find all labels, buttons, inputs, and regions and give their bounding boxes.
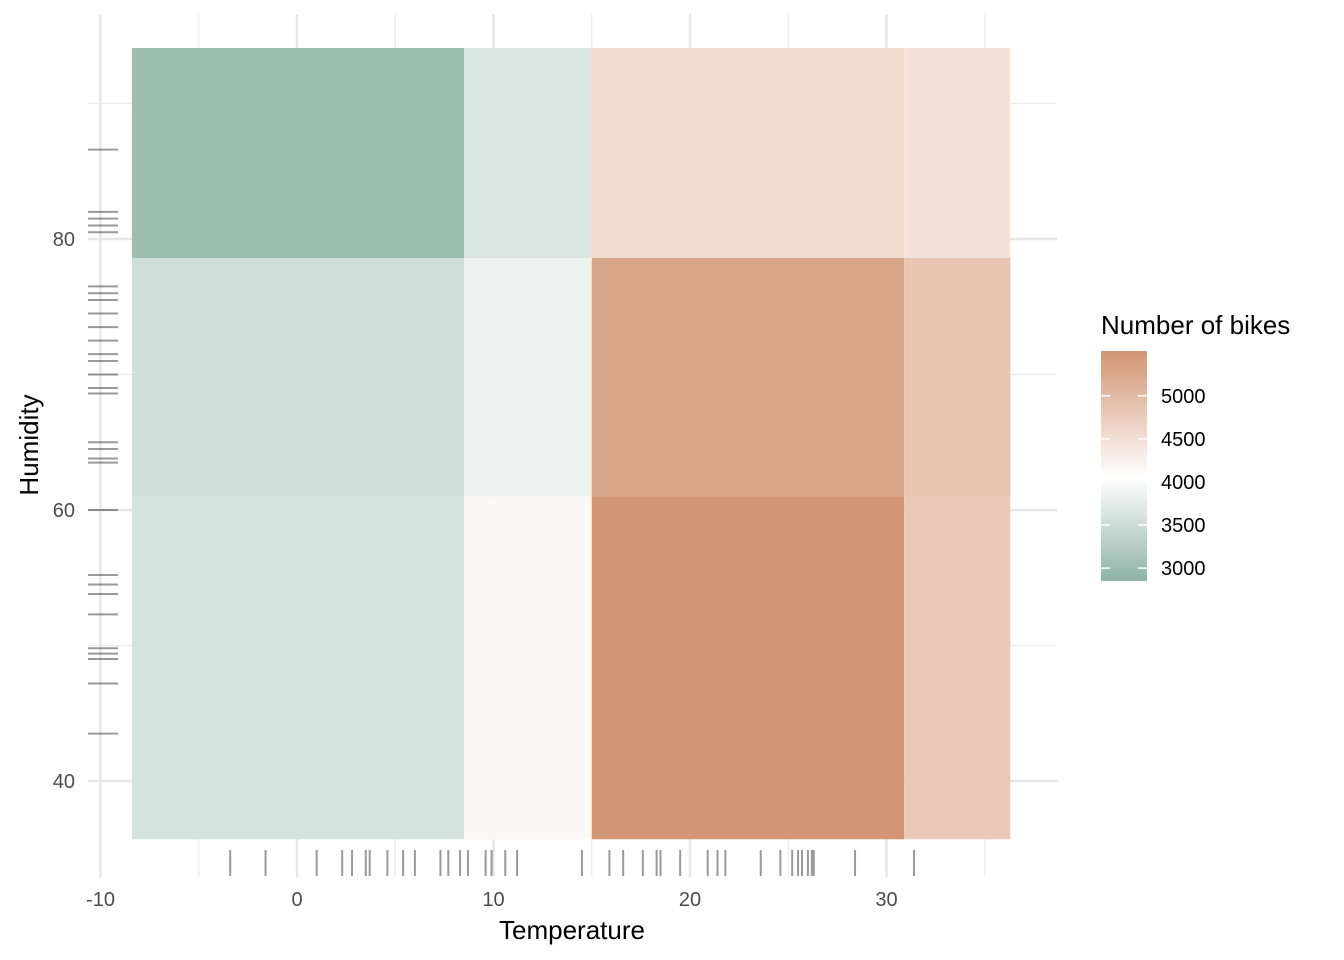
legend-tick-label: 3000 [1161,558,1206,580]
heatmap-cell-r1-c2: 5300 [591,257,905,497]
heatmap-cell-r0-c0: 3600 [131,496,465,840]
heatmap-cell-r0-c3: 4800 [904,496,1011,840]
y-axis-ticks: 40 60 80 [53,229,75,793]
legend-ticks: 3000 3500 4000 4500 5000 [1101,386,1206,580]
legend-colorbar [1101,351,1147,581]
y-tick-label: 60 [53,500,75,522]
legend-tick-label: 3500 [1161,515,1206,537]
y-rug [88,148,118,735]
x-tick-label: 0 [291,889,302,911]
y-tick-label: 40 [53,771,75,793]
x-axis-title: Temperature [499,915,645,945]
y-axis-title: Humidity [14,394,44,495]
heatmap-cell-r2-c1: 3650 [464,47,592,258]
x-tick-label: 20 [679,889,701,911]
heatmap-cell-r0-c2: 5500 [591,496,905,840]
legend-tick-label: 4500 [1161,429,1206,451]
x-rug [229,850,916,876]
heatmap-cell-r0-c1: 4150 [464,496,592,840]
legend-title: Number of bikes [1101,310,1290,340]
heatmap-cell-r2-c0: 3000 [131,47,465,258]
heatmap-cell-r2-c2: 4550 [591,47,905,258]
legend: Number of bikes 3000 3500 4000 4500 5000 [1101,310,1290,581]
y-tick-label: 80 [53,229,75,251]
heatmap-cell-r1-c0: 3550 [131,257,465,497]
heatmap-tiles: 3600415055004800 3550385053004850 30003650… [131,47,1011,840]
x-tick-label: 30 [875,889,897,911]
heatmap-cell-r1-c1: 3850 [464,257,592,497]
heatmap-cell-r1-c3: 4850 [904,257,1011,497]
x-axis-ticks: -10 0 10 20 30 [86,889,898,911]
x-tick-label: 10 [482,889,504,911]
heatmap-cell-r2-c3: 4450 [904,47,1011,258]
x-tick-label: -10 [86,889,115,911]
legend-tick-label: 4000 [1161,472,1206,494]
legend-tick-label: 5000 [1161,386,1206,408]
